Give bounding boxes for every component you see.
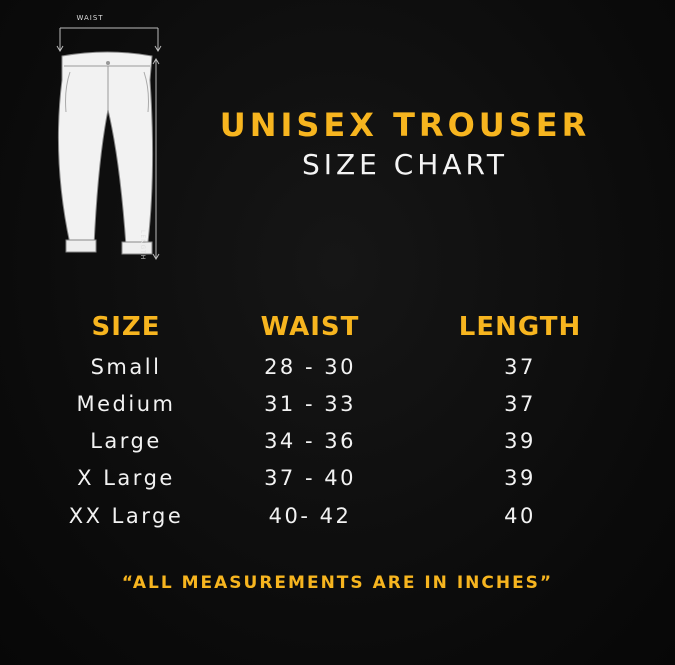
title: UNISEX TROUSER: [219, 106, 591, 144]
waist-cell: 28 - 30: [264, 355, 356, 379]
header-length: LENGTH: [458, 312, 582, 342]
length-arrow-icon: [152, 58, 160, 260]
length-cell: 40: [504, 504, 536, 528]
length-cell: 37: [504, 392, 536, 416]
size-cell: X Large: [77, 466, 175, 490]
waist-cell: 31 - 33: [264, 392, 356, 416]
waist-label: WAIST: [76, 14, 104, 22]
header-size: SIZE: [91, 312, 161, 342]
waist-arrow-icon: [59, 27, 159, 50]
length-cell: 37: [504, 355, 536, 379]
header-waist: WAIST: [260, 312, 360, 342]
measurement-note: “ALL MEASUREMENTS ARE IN INCHES”: [121, 573, 554, 593]
trouser-illustration: [56, 27, 162, 260]
size-cell: Small: [90, 355, 162, 379]
size-cell: Medium: [76, 392, 176, 416]
size-cell: XX Large: [68, 504, 184, 528]
size-cell: Large: [90, 429, 162, 453]
waist-cell: 40- 42: [268, 504, 352, 528]
length-label: LENGTH: [139, 230, 146, 261]
subtitle: SIZE CHART: [301, 148, 509, 181]
length-cell: 39: [504, 429, 536, 453]
waist-cell: 34 - 36: [264, 429, 356, 453]
length-cell: 39: [504, 466, 536, 490]
waist-cell: 37 - 40: [264, 466, 356, 490]
